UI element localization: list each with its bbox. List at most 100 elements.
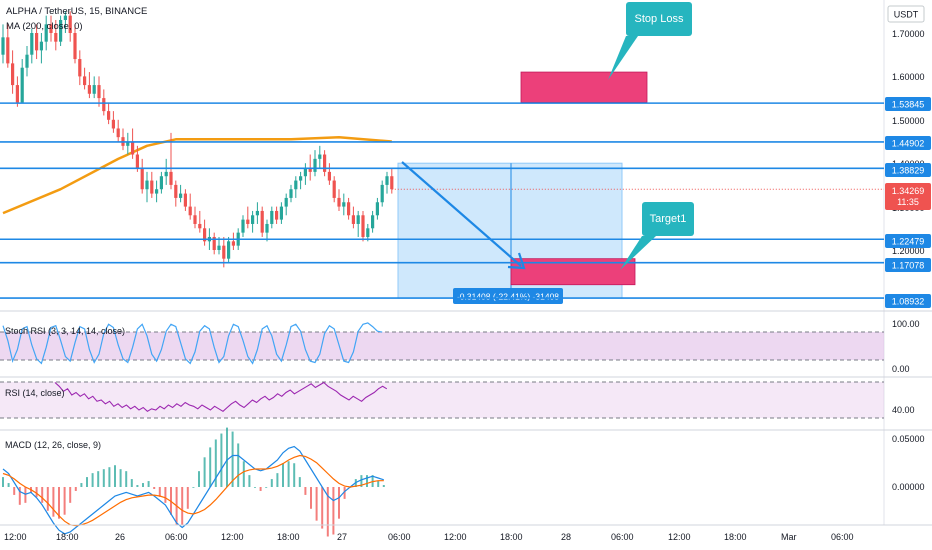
candle [1, 24, 5, 64]
price-pane[interactable]: -0.31408 (-22.41%) -31408 Stop Loss Targ… [0, 0, 885, 525]
candle [140, 158, 144, 194]
rsi-pane[interactable]: RSI (14, close) 40.00 [0, 376, 932, 419]
price-axis[interactable]: USDT 1.70000 1.60000 1.50000 1.40000 1.3… [885, 5, 931, 308]
candle [270, 206, 274, 229]
macd-pane[interactable]: MACD (12, 26, close, 9) 0.05000 0.00000 [0, 427, 932, 537]
macd-bar [366, 475, 368, 487]
candle [260, 206, 264, 237]
candle [97, 76, 101, 107]
candle [212, 232, 216, 255]
time-tick: 06:00 [165, 532, 188, 542]
macd-bar [52, 487, 55, 517]
currency-label: USDT [894, 10, 919, 20]
candle [332, 176, 336, 203]
time-axis[interactable]: 12:00 18:00 26 06:00 12:00 18:00 27 06:0… [0, 524, 932, 542]
candle-body [49, 24, 53, 33]
currency-badge[interactable] [887, 5, 925, 23]
candle [159, 171, 163, 194]
candle-body [361, 215, 365, 237]
candle-body [279, 206, 283, 220]
macd-bar [186, 487, 189, 509]
candle [313, 150, 317, 177]
price-tag: 1.44902 [885, 136, 931, 150]
macd-bar [35, 487, 38, 497]
candle-body [332, 180, 336, 198]
candle [347, 197, 351, 220]
macd-bar [181, 487, 184, 525]
stoch-rsi-pane[interactable]: Stoch RSI (3, 3, 14, 14, close) 100.00 0… [0, 310, 932, 374]
macd-bar [332, 487, 335, 535]
candle-body [159, 176, 163, 190]
horizontal-levels-layer[interactable] [0, 102, 884, 299]
macd-bar [220, 433, 223, 487]
candle-body [275, 210, 279, 220]
macd-legend: MACD (12, 26, close, 9) [5, 440, 101, 450]
candle [299, 171, 303, 190]
stoch-tick: 100.00 [892, 319, 920, 329]
candle-body [385, 176, 389, 185]
macd-bar [86, 477, 88, 487]
time-tick: 12:00 [444, 532, 467, 542]
candle-body [375, 202, 379, 216]
candle [380, 180, 384, 207]
candle-body [1, 37, 5, 55]
macd-bar [24, 487, 27, 503]
projection-arrow[interactable] [401, 161, 526, 270]
macd-bar [293, 463, 296, 487]
candle-body [111, 119, 115, 129]
candle [375, 197, 379, 220]
candle [227, 236, 231, 264]
candle-body [212, 236, 216, 250]
candle-body [203, 228, 207, 242]
macd-bar [41, 487, 44, 503]
svg-text:1.22479: 1.22479 [892, 237, 925, 247]
candle [203, 219, 207, 246]
price-tick: 1.20000 [892, 246, 925, 256]
candle [78, 50, 82, 86]
price-tag: 1.17078 [885, 258, 931, 272]
candle-body [179, 193, 183, 198]
candle [68, 11, 72, 42]
candle-body [174, 184, 178, 198]
macd-bar [153, 487, 156, 489]
candle [63, 11, 67, 33]
time-tick: 12:00 [4, 532, 27, 542]
candle-body [155, 189, 159, 194]
candle [73, 24, 77, 64]
candle-body [68, 15, 72, 34]
macd-bar [198, 471, 200, 487]
time-tick: 06:00 [611, 532, 634, 542]
callouts-layer[interactable]: Stop Loss Target1 [608, 2, 694, 270]
candle-body [318, 154, 322, 159]
candle-body [217, 245, 221, 250]
macd-bar [248, 475, 251, 487]
stop-loss-callout[interactable]: Stop Loss [608, 2, 692, 80]
candle-body [131, 141, 135, 155]
candle [193, 206, 197, 229]
macd-bar [382, 485, 385, 487]
macd-bar [282, 463, 284, 487]
macd-bar [69, 487, 72, 503]
candle-body [78, 59, 82, 77]
candle-body [284, 197, 288, 207]
candle [15, 76, 19, 107]
candle-body [140, 167, 144, 190]
candle [275, 206, 279, 224]
candle-body [102, 98, 106, 112]
macd-bar [80, 483, 83, 487]
svg-text:1.17078: 1.17078 [892, 261, 925, 271]
target1-callout[interactable]: Target1 [620, 202, 694, 270]
macd-bar [130, 479, 133, 487]
stoch-rsi-legend: Stoch RSI (3, 3, 14, 14, close) [5, 326, 125, 336]
candle [107, 102, 111, 125]
price-tag: 1.22479 [885, 234, 931, 248]
candle-body [35, 33, 39, 51]
macd-tick: 0.00000 [892, 482, 925, 492]
candle [255, 202, 259, 224]
rsi-band [0, 382, 884, 418]
candle-body [20, 67, 24, 103]
candle-body [54, 33, 58, 42]
candle-body [231, 241, 235, 246]
candle-body [87, 85, 91, 94]
